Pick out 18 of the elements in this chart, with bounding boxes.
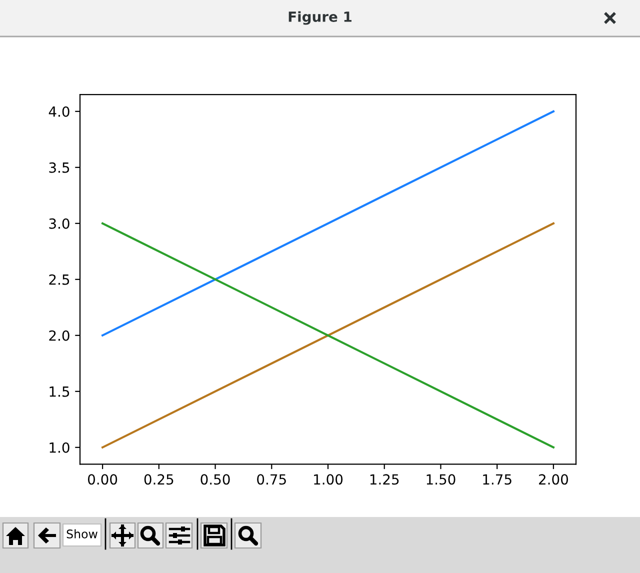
y-tick-label: 2.0 xyxy=(49,330,70,341)
y-tick-label: 2.5 xyxy=(49,274,70,285)
chart-title: Figure 1 xyxy=(288,11,352,25)
x-tick-label: 0.75 xyxy=(257,474,286,485)
x-tick-label: 0.25 xyxy=(144,474,174,485)
x-tick-label: 2.00 xyxy=(539,474,568,485)
x-tick-label: 1.75 xyxy=(483,474,512,485)
x-tick-label: 1.50 xyxy=(426,474,456,485)
y-tick-label: 3.0 xyxy=(49,218,70,229)
y-tick-label: 1.0 xyxy=(50,442,70,453)
x-tick-label: 0.50 xyxy=(200,474,230,485)
x-tick-label: 0.00 xyxy=(88,474,118,485)
x-tick-label: 1.25 xyxy=(370,474,399,485)
y-tick-label: 1.5 xyxy=(50,386,70,397)
y-tick-label: 3.5 xyxy=(49,162,70,173)
y-tick-label: 4.0 xyxy=(48,106,70,117)
text: Show xyxy=(66,529,98,538)
x-tick-label: 1.00 xyxy=(314,474,343,485)
